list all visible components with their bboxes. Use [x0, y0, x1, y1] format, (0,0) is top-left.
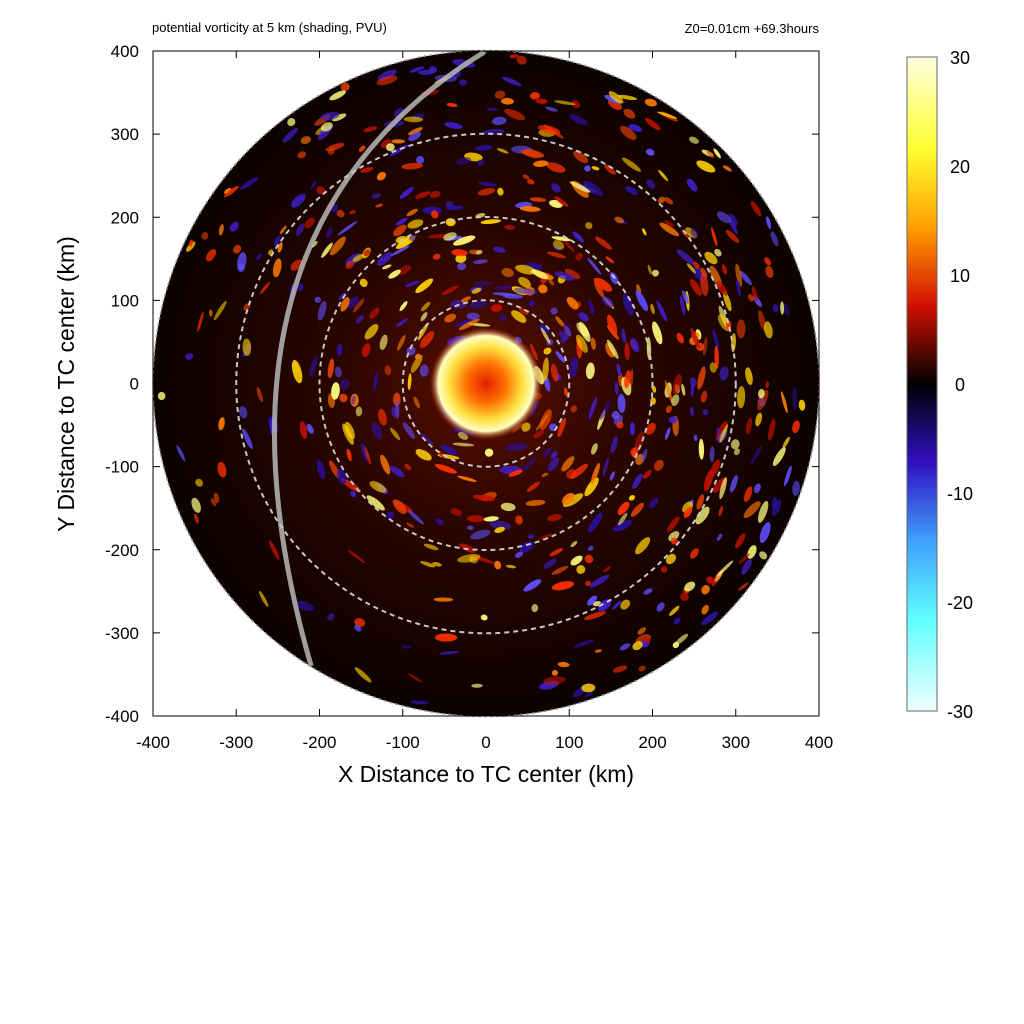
y-tick-label: 100 — [111, 291, 139, 310]
colorbar-tick-label: 0 — [955, 375, 965, 395]
colorbar-tick-label: 10 — [950, 266, 970, 286]
colorbar-tick-label: 20 — [950, 157, 970, 177]
range-ring-100 — [401, 299, 571, 468]
y-tick-label: 200 — [111, 208, 139, 227]
colorbar-scale — [906, 56, 938, 712]
y-tick-label: 300 — [111, 125, 139, 144]
pv-core — [429, 327, 543, 440]
range-rings — [235, 132, 737, 635]
y-tick-label: 400 — [111, 42, 139, 61]
pv-filaments — [157, 54, 806, 705]
y-tick-label: -400 — [105, 707, 139, 726]
x-tick-label: 300 — [722, 733, 750, 752]
colorbar-tick-label: -10 — [947, 484, 973, 504]
y-tick-label: -300 — [105, 624, 139, 643]
x-axis-label: X Distance to TC center (km) — [338, 761, 634, 787]
x-tick-label: -400 — [136, 733, 170, 752]
x-tick-label: 0 — [481, 733, 490, 752]
x-tick-label: 400 — [805, 733, 833, 752]
x-tick-label: 100 — [555, 733, 583, 752]
x-tick-label: -200 — [302, 733, 336, 752]
y-axis-label: Y Distance to TC center (km) — [53, 236, 79, 532]
y-axis: -400 -300 -200 -100 0 100 200 300 400 — [105, 42, 819, 726]
chart-subtitle: Z0=0.01cm +69.3hours — [685, 21, 820, 36]
x-axis: -400 -300 -200 -100 0 100 200 300 400 — [136, 51, 833, 752]
colorbar-tick-label: 30 — [950, 48, 970, 68]
chart-title: potential vorticity at 5 km (shading, PV… — [152, 20, 387, 35]
range-ring-200 — [318, 216, 654, 551]
range-ring-300 — [235, 132, 737, 635]
boundary-arc — [271, 50, 488, 667]
x-tick-label: -300 — [219, 733, 253, 752]
y-tick-label: -200 — [105, 541, 139, 560]
pv-disk — [152, 49, 820, 718]
y-tick-label: 0 — [130, 375, 139, 394]
x-tick-label: -100 — [386, 733, 420, 752]
colorbar-tick-label: -20 — [947, 593, 973, 613]
colorbar: 30 20 10 0 -10 -20 -30 — [906, 48, 973, 722]
colorbar-tick-label: -30 — [947, 702, 973, 722]
y-tick-label: -100 — [105, 458, 139, 477]
x-tick-label: 200 — [638, 733, 666, 752]
